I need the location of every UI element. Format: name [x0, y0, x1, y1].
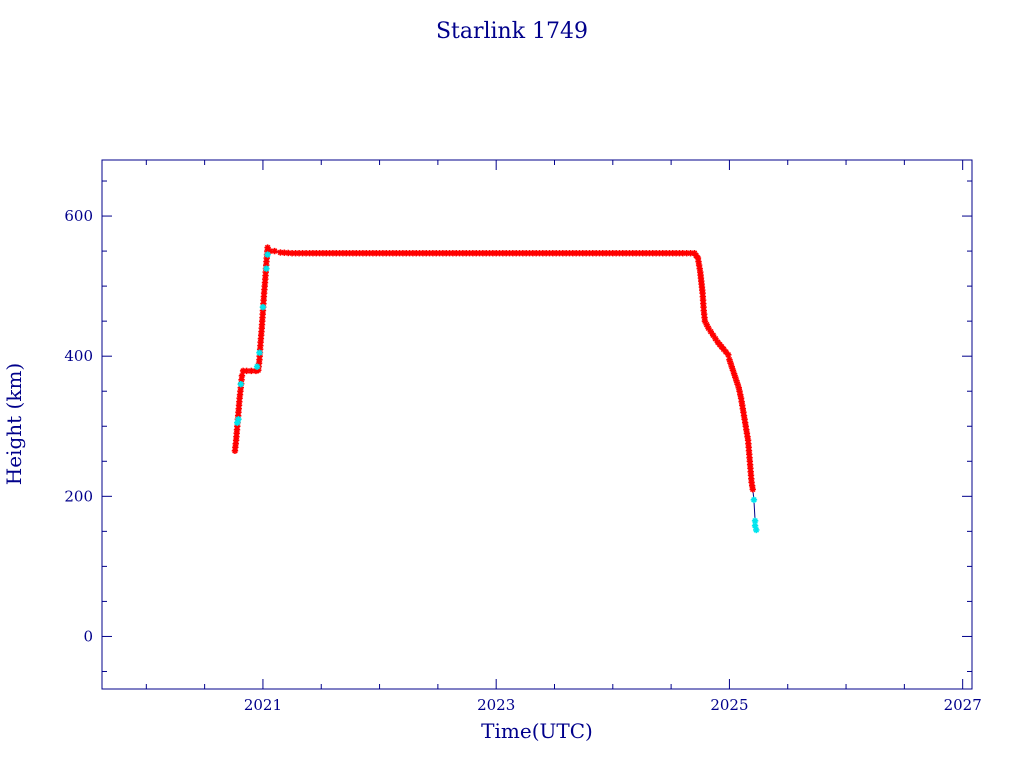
data-point [707, 328, 714, 335]
data-point-highlight [264, 251, 271, 258]
series-layer [231, 244, 760, 534]
data-point-highlight [750, 496, 758, 504]
plot-frame [101, 159, 973, 690]
data-point [271, 247, 278, 255]
y-tick-label: 200 [64, 487, 93, 505]
y-tick-label: 600 [64, 207, 93, 225]
data-point [656, 249, 663, 257]
x-tick-label: 2027 [944, 696, 982, 714]
x-ticks: 2021 2023 2025 2027 [145, 160, 982, 714]
data-point [264, 244, 271, 251]
trajectory-line [234, 247, 757, 531]
data-point-highlight [256, 349, 263, 356]
chart-title: Starlink 1749 [436, 19, 588, 44]
data-point-highlight [253, 363, 261, 370]
y-axis-label: Height (km) [2, 363, 26, 485]
x-tick-label: 2025 [710, 696, 748, 714]
y-tick-label: 0 [83, 627, 93, 645]
data-point [732, 374, 739, 381]
y-ticks: 0 200 400 600 [64, 180, 972, 672]
x-tick-label: 2023 [477, 696, 515, 714]
data-point-highlight [259, 303, 267, 311]
data-point [725, 351, 732, 358]
data-point [712, 335, 719, 342]
data-point-highlight [263, 265, 270, 272]
data-point-highlight [753, 526, 760, 534]
data-point [238, 372, 246, 380]
x-tick-label: 2021 [244, 696, 282, 714]
data-point [749, 486, 756, 493]
data-point-highlight [237, 381, 244, 388]
x-axis-label: Time(UTC) [481, 719, 593, 743]
data-point-highlight [235, 416, 242, 423]
y-tick-label: 400 [64, 347, 93, 365]
